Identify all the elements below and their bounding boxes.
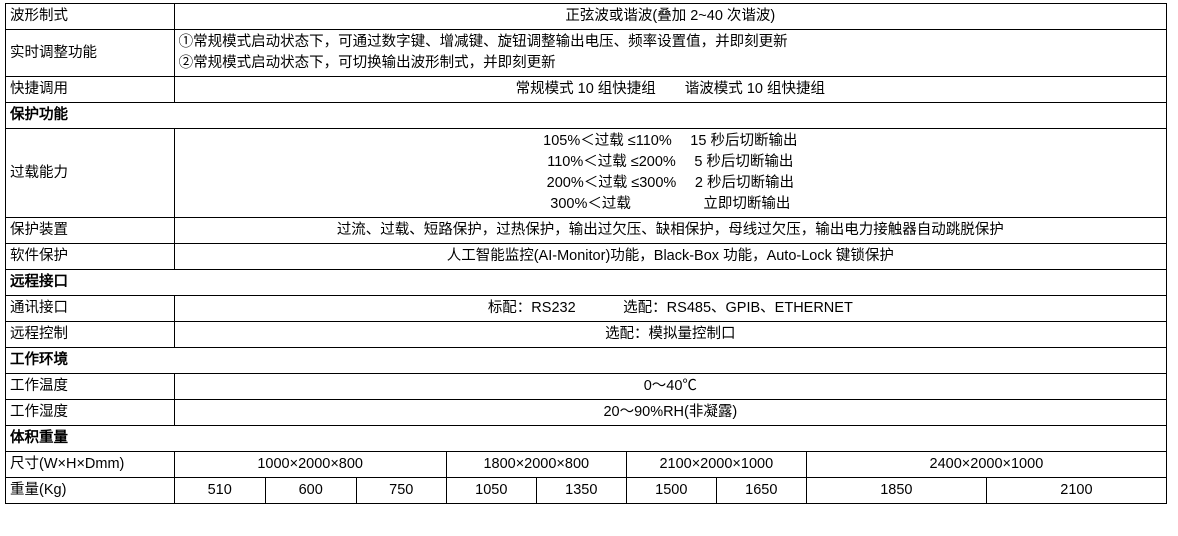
weight-cell-6: 1500 xyxy=(625,477,717,505)
realtime-line-1: ①常规模式启动状态下，可通过数字键、增减键、旋钮调整输出电压、频率设置值，并即刻… xyxy=(178,34,788,51)
weight-cell-7: 1650 xyxy=(715,477,807,505)
weight-cell-1: 510 xyxy=(173,477,266,505)
row-label-realtime: 实时调整功能 xyxy=(5,29,175,78)
specification-table: 波形制式 正弦波或谐波(叠加 2~40 次谐波) 实时调整功能 ①常规模式启动状… xyxy=(5,2,1168,505)
table-row: 实时调整功能 ①常规模式启动状态下，可通过数字键、增减键、旋钮调整输出电压、频率… xyxy=(5,29,1168,78)
table-row: 波形制式 正弦波或谐波(叠加 2~40 次谐波) xyxy=(5,2,1168,31)
weight-cell-5: 1350 xyxy=(535,477,627,505)
section-header-protection: 保护功能 xyxy=(5,102,1167,130)
table-row: 保护功能 xyxy=(5,102,1167,130)
table-row: 软件保护 人工智能监控(AI-Monitor)功能，Black-Box 功能，A… xyxy=(5,243,1168,271)
row-label-remote-control: 远程控制 xyxy=(5,321,175,349)
row-value-comm-interface: 标配：RS232 选配：RS485、GPIB、ETHERNET xyxy=(173,295,1168,323)
row-label-protection-device: 保护装置 xyxy=(5,217,175,245)
weight-cell-4: 1050 xyxy=(445,477,537,505)
overload-line-3: 200%＜过载 ≤300% 2 秒后切断输出 xyxy=(546,175,794,192)
overload-line-4: 300%＜过载 立即切断输出 xyxy=(550,196,791,213)
weight-cell-2: 600 xyxy=(264,477,357,505)
row-value-waveform: 正弦波或谐波(叠加 2~40 次谐波) xyxy=(173,2,1168,31)
table-row: 工作湿度 20～90%RH(非凝露) xyxy=(5,399,1168,427)
row-label-overload: 过载能力 xyxy=(5,128,175,219)
weight-cell-3: 750 xyxy=(355,477,447,505)
realtime-line-2: ②常规模式启动状态下，可切换输出波形制式，并即刻更新 xyxy=(178,55,556,72)
table-row: 重量(Kg) 510 600 750 1050 1350 1500 1650 1… xyxy=(5,477,1168,505)
table-row: 远程控制 选配：模拟量控制口 xyxy=(5,321,1168,349)
row-label-humidity: 工作湿度 xyxy=(5,399,175,427)
table-row: 快捷调用 常规模式 10 组快捷组 谐波模式 10 组快捷组 xyxy=(5,76,1168,104)
table-row: 保护装置 过流、过载、短路保护，过热保护，输出过欠压、缺相保护，母线过欠压，输出… xyxy=(5,217,1168,245)
dimension-cell-2: 1800×2000×800 xyxy=(445,451,627,479)
table-row: 工作温度 0～40℃ xyxy=(5,373,1168,401)
weight-cell-9: 2100 xyxy=(985,477,1168,505)
row-label-comm-interface: 通讯接口 xyxy=(5,295,175,323)
weight-cell-8: 1850 xyxy=(805,477,987,505)
overload-line-2: 110%＜过载 ≤200% 5 秒后切断输出 xyxy=(547,154,794,171)
row-label-software-protection: 软件保护 xyxy=(5,243,175,271)
row-value-shortcut: 常规模式 10 组快捷组 谐波模式 10 组快捷组 xyxy=(173,76,1168,104)
row-value-humidity: 20～90%RH(非凝露) xyxy=(173,399,1168,427)
section-header-remote: 远程接口 xyxy=(5,269,1167,297)
row-value-protection-device: 过流、过载、短路保护，过热保护，输出过欠压、缺相保护，母线过欠压，输出电力接触器… xyxy=(173,217,1168,245)
row-label-waveform: 波形制式 xyxy=(5,2,175,31)
dimension-cell-1: 1000×2000×800 xyxy=(173,451,447,479)
table-row: 尺寸(W×H×Dmm) 1000×2000×800 1800×2000×800 … xyxy=(5,451,1168,479)
row-value-remote-control: 选配：模拟量控制口 xyxy=(173,321,1168,349)
table-row: 远程接口 xyxy=(5,269,1167,297)
row-label-temperature: 工作温度 xyxy=(5,373,175,401)
row-label-shortcut: 快捷调用 xyxy=(5,76,175,104)
row-label-weight: 重量(Kg) xyxy=(5,477,175,505)
row-value-temperature: 0～40℃ xyxy=(173,373,1168,401)
row-label-dimensions: 尺寸(W×H×Dmm) xyxy=(5,451,175,479)
overload-line-1: 105%＜过载 ≤110% 15 秒后切断输出 xyxy=(543,133,798,150)
row-value-realtime: ①常规模式启动状态下，可通过数字键、增减键、旋钮调整输出电压、频率设置值，并即刻… xyxy=(173,29,1168,78)
table-row: 工作环境 xyxy=(5,347,1167,375)
section-header-environment: 工作环境 xyxy=(5,347,1167,375)
row-value-software-protection: 人工智能监控(AI-Monitor)功能，Black-Box 功能，Auto-L… xyxy=(173,243,1168,271)
table-row: 体积重量 xyxy=(5,425,1167,453)
table-row: 过载能力 105%＜过载 ≤110% 15 秒后切断输出 110%＜过载 ≤20… xyxy=(5,128,1168,219)
row-value-overload: 105%＜过载 ≤110% 15 秒后切断输出 110%＜过载 ≤200% 5 … xyxy=(173,128,1168,219)
dimension-cell-3: 2100×2000×1000 xyxy=(625,451,807,479)
dimension-cell-4: 2400×2000×1000 xyxy=(805,451,1168,479)
table-row: 通讯接口 标配：RS232 选配：RS485、GPIB、ETHERNET xyxy=(5,295,1168,323)
section-header-size-weight: 体积重量 xyxy=(5,425,1167,453)
